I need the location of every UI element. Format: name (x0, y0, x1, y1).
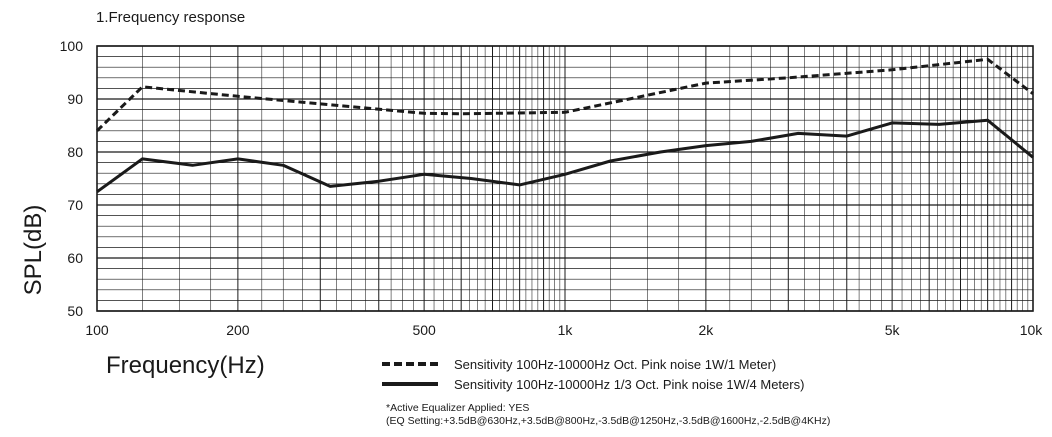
y-tick-label: 70 (67, 197, 83, 213)
y-tick-label: 50 (67, 303, 83, 319)
y-tick-label: 80 (67, 144, 83, 160)
frequency-response-chart: 50 60 70 80 90 100 100 200 500 1k 2k 5k 10k (60, 38, 1044, 338)
eq-note-settings: (EQ Setting:+3.5dB@630Hz,+3.5dB@800Hz,-3… (386, 415, 831, 427)
x-tick-label: 100 (85, 322, 109, 338)
series-layer (95, 57, 1034, 194)
y-tick-label: 60 (67, 250, 83, 266)
legend-swatch-dashed (382, 362, 438, 366)
legend: Sensitivity 100Hz-10000Hz Oct. Pink nois… (382, 354, 804, 394)
legend-swatch-solid (382, 382, 438, 386)
y-tick-label: 90 (67, 91, 83, 107)
x-tick-label: 500 (412, 322, 436, 338)
x-tick-label: 5k (885, 322, 901, 338)
legend-label-solid: Sensitivity 100Hz-10000Hz 1/3 Oct. Pink … (454, 376, 805, 392)
x-axis-label: Frequency(Hz) (106, 352, 265, 379)
section-title: 1.Frequency response (96, 9, 246, 26)
tick-labels: 50 60 70 80 90 100 100 200 500 1k 2k 5k 10k (60, 38, 1044, 338)
legend-item-solid: Sensitivity 100Hz-10000Hz 1/3 Oct. Pink … (382, 374, 804, 394)
series-line-solid (96, 118, 1034, 194)
eq-notes: *Active Equalizer Applied: YES (EQ Setti… (386, 402, 830, 428)
y-axis-label: SPL(dB) (20, 204, 47, 296)
x-tick-label: 1k (558, 322, 574, 338)
x-tick-label: 2k (698, 322, 714, 338)
eq-note-applied: *Active Equalizer Applied: YES (386, 402, 530, 414)
x-tick-label: 10k (1020, 322, 1044, 338)
legend-label-dashed: Sensitivity 100Hz-10000Hz Oct. Pink nois… (454, 356, 777, 372)
series-line-dashed (95, 57, 1034, 132)
grid (96, 45, 1034, 312)
x-tick-label: 200 (226, 322, 250, 338)
legend-item-dashed: Sensitivity 100Hz-10000Hz Oct. Pink nois… (382, 354, 804, 374)
plot-frame (96, 45, 1034, 312)
y-tick-label: 100 (60, 38, 84, 54)
